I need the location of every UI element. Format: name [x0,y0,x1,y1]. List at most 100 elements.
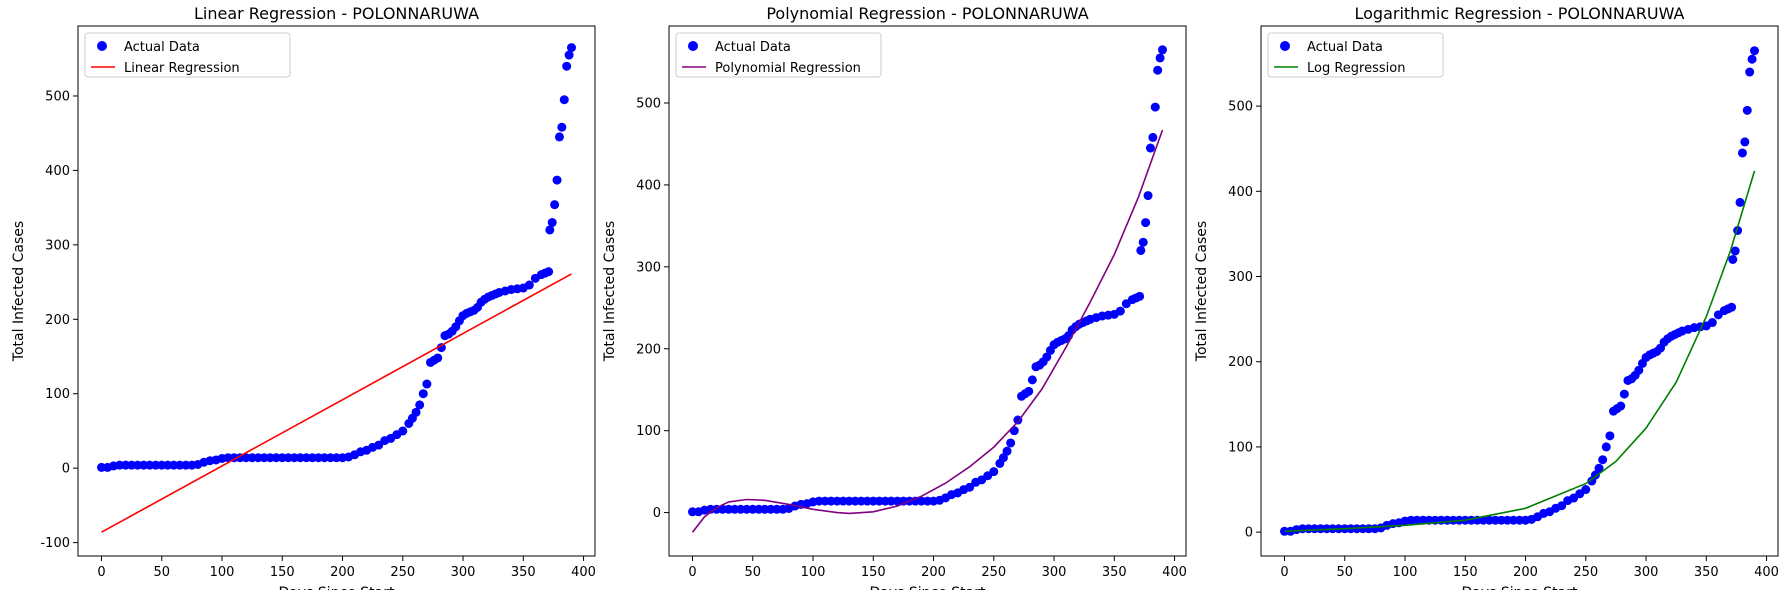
data-point [1594,463,1604,473]
data-point [1598,455,1608,465]
regression-line [691,129,1164,533]
x-tick-label: 400 [571,565,596,580]
chart-panel-1: Linear Regression - POLONNARUWA 0 50 100 150… [11,4,596,590]
x-tick-label: 250 [390,565,415,580]
x-tick-label: 50 [1336,565,1353,580]
data-point [1728,254,1738,264]
legend-box [675,32,882,78]
data-point [1605,431,1615,441]
y-tick-label: 200 [1228,355,1253,370]
y-axis-label: Total Infected Cases [1194,221,1210,362]
legend-label-regression: Log Regression [1307,61,1405,76]
data-point [436,343,446,353]
data-point [1143,191,1153,201]
y-tick-label: 300 [636,260,661,275]
y-axis-label: Total Infected Cases [11,221,27,362]
chart-title: Logarithmic Regression - POLONNARUWA [1355,4,1685,23]
y-tick-label: 400 [45,164,70,179]
y-tick-label: 300 [45,238,70,253]
data-point [1150,102,1160,112]
data-point [422,379,432,389]
data-point [1737,148,1747,158]
x-tick-label: 0 [688,565,696,580]
data-point [559,95,569,105]
y-tick-label: 500 [45,89,70,104]
y-tick-label: 400 [636,178,661,193]
data-point [1006,438,1016,448]
legend-marker-actual [688,41,698,51]
x-tick-label: 0 [1280,565,1288,580]
y-tick-label: -100 [40,536,70,551]
legend-box [1267,32,1444,78]
data-point [1740,137,1750,147]
x-tick-label: 200 [921,565,946,580]
x-tick-label: 100 [210,565,235,580]
data-point [545,225,555,235]
data-point [524,280,534,290]
legend-label-actual: Actual Data [124,40,200,55]
y-tick-label: 100 [45,387,70,402]
data-point [1136,245,1146,255]
axes-frame [77,25,596,557]
regression-line [1284,170,1756,533]
y-tick-label: 100 [636,424,661,439]
x-tick-label: 350 [511,565,536,580]
data-point [562,61,572,71]
data-point [1619,389,1629,399]
data-point [1042,352,1052,362]
axes-frame [668,25,1187,557]
x-tick-label: 100 [1393,565,1418,580]
x-axis-label: Days Since Start [1462,585,1579,590]
data-point [1027,375,1037,385]
data-point [1153,65,1163,75]
chart-title: Polynomial Regression - POLONNARUWA [766,4,1088,23]
y-tick-label: 200 [45,313,70,328]
x-tick-label: 50 [153,565,170,580]
x-tick-label: 50 [744,565,761,580]
data-point [1601,442,1611,452]
x-tick-label: 100 [801,565,826,580]
data-point [1024,386,1034,396]
axes-frame [1260,25,1779,557]
data-point [1141,218,1151,228]
plot-area [1280,46,1759,536]
x-tick-label: 350 [1102,565,1127,580]
data-point [411,407,421,417]
data-point [554,132,564,142]
data-point [1115,306,1125,316]
data-point [1727,302,1737,312]
data-point [1148,132,1158,142]
data-point [398,426,408,436]
data-point [418,389,428,399]
legend-label-actual: Actual Data [715,40,791,55]
data-point [1581,485,1591,495]
x-tick-label: 150 [861,565,886,580]
y-tick-label: 0 [62,462,70,477]
data-point [1155,53,1165,63]
x-tick-label: 150 [270,565,295,580]
data-point [1730,246,1740,256]
legend-label-regression: Polynomial Regression [715,61,861,76]
data-point [433,353,443,363]
data-point [567,43,576,53]
chart-title: Linear Regression - POLONNARUWA [194,4,479,23]
legend-label-regression: Linear Regression [124,61,240,76]
data-point [1747,54,1757,64]
data-point [550,200,560,210]
data-point [547,218,557,228]
data-point [965,482,975,492]
chart-panel-3: Logarithmic Regression - POLONNARUWA 0 50 1… [1194,4,1779,590]
x-tick-label: 400 [1754,565,1779,580]
chart-panel-2: Polynomial Regression - POLONNARUWA 0 50 10… [602,4,1187,590]
x-tick-label: 250 [981,565,1006,580]
data-point [1707,318,1717,328]
data-point [1742,105,1752,115]
data-point [415,400,425,410]
x-tick-label: 200 [1513,565,1538,580]
y-tick-label: 200 [636,342,661,357]
plot-area [688,45,1167,533]
data-point [1557,501,1567,511]
x-tick-label: 200 [330,565,355,580]
data-point [1002,446,1012,456]
x-tick-label: 300 [1042,565,1067,580]
